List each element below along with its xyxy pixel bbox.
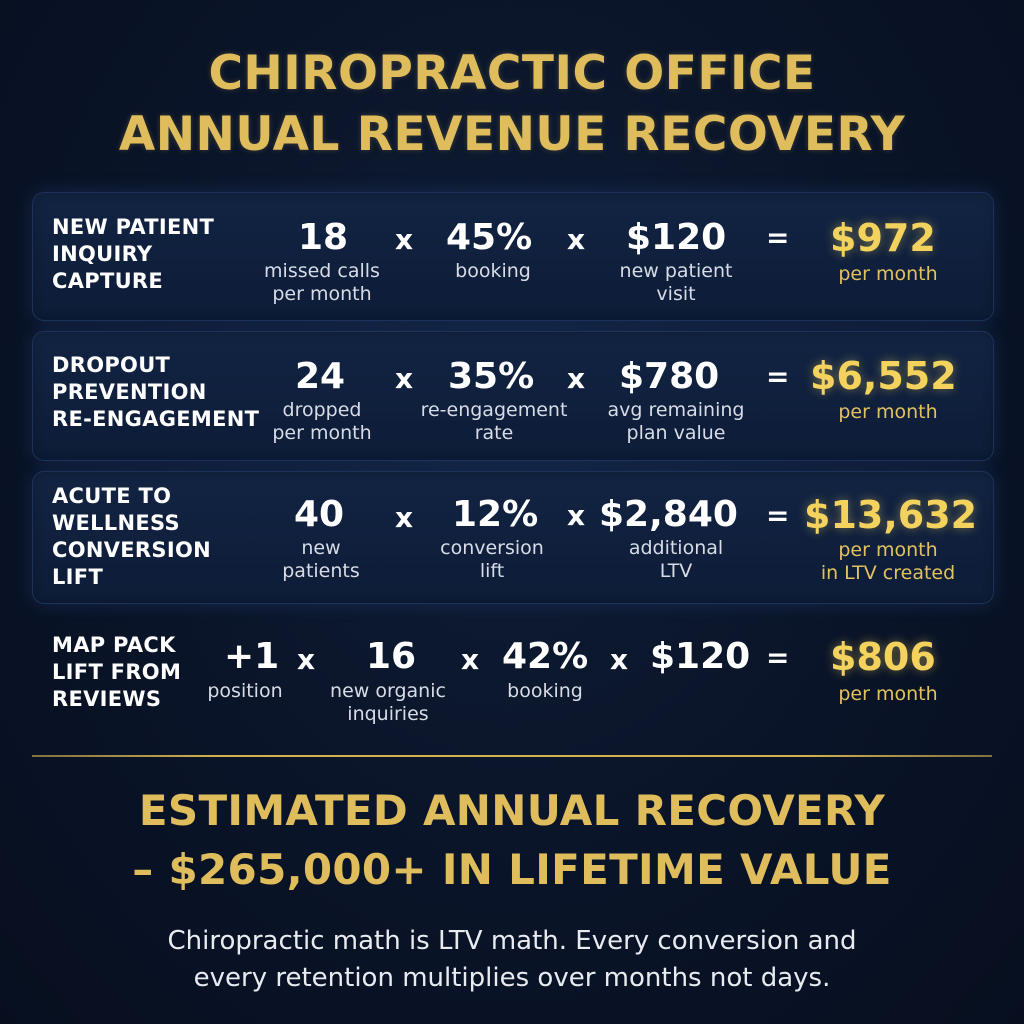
page-title-line-1: CHIROPRACTIC OFFICE — [208, 46, 816, 101]
factor-desc: conversion lift — [440, 537, 544, 582]
row-panel-dropout — [32, 331, 994, 461]
tagline-line-2: every retention multiplies over months n… — [193, 963, 831, 993]
row-result-desc: per month — [838, 263, 938, 285]
equals-operator: = — [766, 641, 790, 674]
factor-value: 45% — [446, 217, 533, 258]
row-result-desc: per month — [838, 683, 938, 705]
factor-desc: booking — [507, 680, 583, 702]
row-label-new-patient: NEW PATIENT INQUIRY CAPTURE — [52, 215, 215, 293]
factor-desc: dropped per month — [272, 399, 372, 444]
equals-operator: = — [766, 499, 790, 532]
page-title-line-2: ANNUAL REVENUE RECOVERY — [118, 107, 906, 162]
row-label-dropout: DROPOUT PREVENTION RE-ENGAGEMENT — [52, 353, 260, 431]
factor-desc: new patients — [282, 537, 360, 582]
factor-value: 16 — [366, 636, 417, 677]
multiply-operator: x — [567, 362, 586, 395]
factor-value: $120 — [626, 217, 727, 258]
multiply-operator: x — [395, 501, 414, 534]
factor-value: 42% — [502, 636, 589, 677]
factor-desc: missed calls per month — [264, 260, 380, 305]
section-divider — [32, 755, 992, 757]
factor-desc: additional LTV — [628, 537, 724, 582]
multiply-operator: x — [395, 362, 414, 395]
equals-operator: = — [766, 221, 790, 254]
row-result-value: $972 — [830, 216, 936, 260]
factor-value: +1 — [224, 636, 280, 677]
row-result-desc: per month in LTV created — [820, 539, 956, 584]
row-label-map-pack: MAP PACK LIFT FROM REVIEWS — [52, 633, 182, 711]
factor-desc: avg remaining plan value — [607, 399, 745, 444]
row-result-value: $13,632 — [804, 493, 978, 537]
multiply-operator: x — [461, 643, 480, 676]
factor-value: $780 — [619, 356, 720, 397]
factor-value: 18 — [298, 217, 349, 258]
row-label-acute-wellness: ACUTE TO WELLNESS CONVERSION LIFT — [52, 484, 211, 589]
tagline-line-1: Chiropractic math is LTV math. Every con… — [167, 926, 857, 956]
multiply-operator: x — [610, 643, 629, 676]
factor-value: 24 — [295, 356, 346, 397]
row-result-value: $806 — [830, 635, 936, 679]
factor-value: 35% — [448, 356, 535, 397]
row-panel-acute-wellness — [32, 471, 994, 604]
multiply-operator: x — [297, 643, 316, 676]
row-result-desc: per month — [838, 401, 938, 423]
row-panel-new-patient — [32, 192, 994, 321]
multiply-operator: x — [567, 499, 586, 532]
summary-headline-line-2: – $265,000+ IN LIFETIME VALUE — [132, 845, 892, 894]
factor-value: 12% — [452, 494, 539, 535]
factor-desc: new patient visit — [619, 260, 733, 305]
factor-value: $120 — [650, 636, 751, 677]
factor-desc: new organic inquiries — [330, 680, 446, 725]
factor-desc: booking — [455, 260, 531, 282]
factor-value: $2,840 — [599, 494, 738, 535]
row-result-value: $6,552 — [810, 354, 957, 398]
equals-operator: = — [766, 360, 790, 393]
multiply-operator: x — [567, 223, 586, 256]
factor-value: 40 — [294, 494, 345, 535]
multiply-operator: x — [395, 223, 414, 256]
factor-desc: position — [207, 680, 283, 702]
factor-desc: re-engagement rate — [420, 399, 568, 444]
summary-headline-line-1: ESTIMATED ANNUAL RECOVERY — [138, 786, 886, 835]
